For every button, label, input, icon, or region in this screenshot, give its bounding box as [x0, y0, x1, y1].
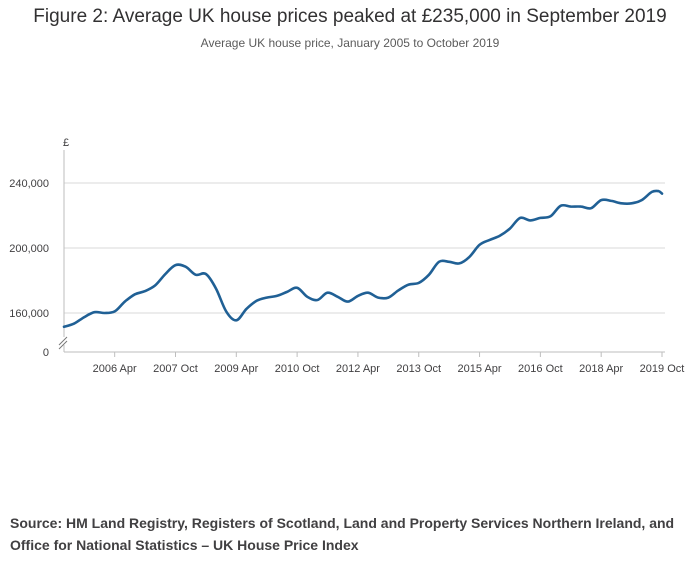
axis-break-mark [58, 340, 68, 350]
x-tick-label: 2012 Apr [336, 363, 380, 375]
y-axis-unit-label: £ [63, 137, 69, 149]
x-tick-label: 2019 Oct [640, 363, 685, 375]
y-tick-label: 240,000 [9, 178, 49, 190]
x-tick-label: 2010 Oct [275, 363, 320, 375]
x-tick-labels: 2006 Apr 2007 Oct 2009 Apr 2010 Oct 2012 Apr… [93, 363, 685, 375]
x-tick-label: 2009 Apr [214, 363, 258, 375]
axis-break-mark [58, 336, 68, 346]
y-tick-label: 160,000 [9, 308, 49, 320]
x-tick-label: 2013 Oct [396, 363, 441, 375]
chart-subtitle: Average UK house price, January 2005 to … [200, 36, 500, 50]
axes [58, 150, 665, 357]
x-tick-label: 2015 Apr [458, 363, 502, 375]
y-tick-label: 0 [43, 347, 49, 359]
gridlines [64, 182, 665, 314]
y-tick-label: 200,000 [9, 243, 49, 255]
house-price-line [62, 189, 664, 329]
x-tick-label: 2006 Apr [93, 363, 137, 375]
source-note: Source: HM Land Registry, Registers of S… [10, 515, 675, 553]
chart-title: Figure 2: Average UK house prices peaked… [33, 6, 667, 27]
y-tick-labels: 0 160,000 200,000 240,000 [9, 178, 49, 359]
x-tick-label: 2007 Oct [153, 363, 198, 375]
x-tick-label: 2016 Oct [518, 363, 563, 375]
x-tick-label: 2018 Apr [579, 363, 623, 375]
